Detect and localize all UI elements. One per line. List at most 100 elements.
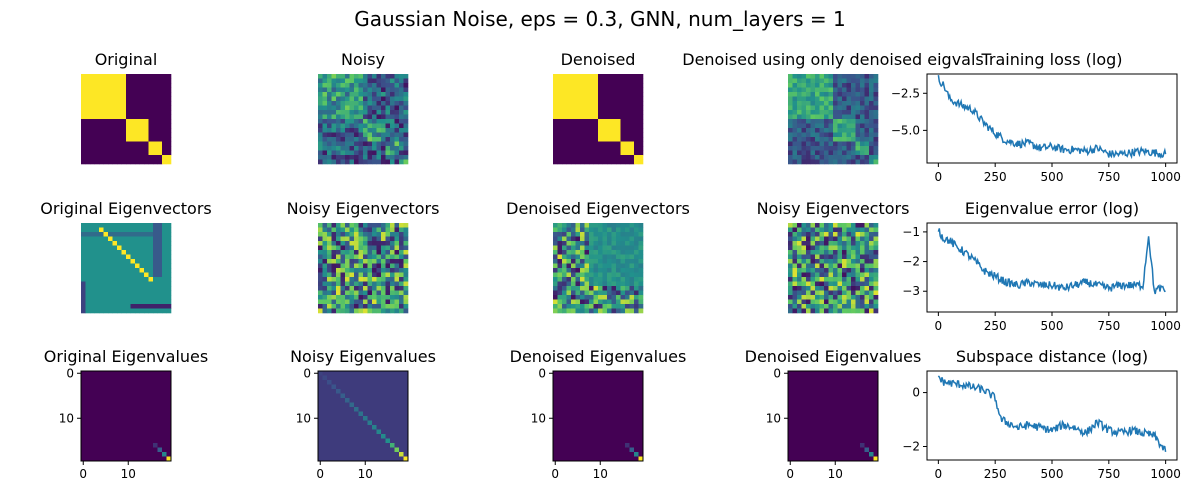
heatmap-cell [602,268,608,273]
heatmap-cell [130,393,136,399]
heatmap-cell [318,119,323,124]
heatmap-cell [593,380,599,385]
heatmap-cell [625,263,630,269]
heatmap-cell [602,304,608,309]
heatmap-cell [842,96,847,102]
heatmap-cell [629,452,635,457]
heatmap-cell [394,308,400,314]
heatmap-cell [634,429,639,435]
heatmap-cell [580,438,585,444]
heatmap-cell [625,277,630,282]
x-tick-label: 0 [786,467,794,481]
heatmap-cell [625,96,630,102]
heatmap-cell [354,407,359,412]
heatmap-cell [139,272,145,278]
heatmap-cell [557,308,563,314]
heatmap-cell [801,137,807,142]
heatmap-cell [85,123,91,129]
heatmap-cell [828,223,834,228]
heatmap-cell [394,155,400,160]
heatmap-cell [381,456,386,462]
heatmap-cell [842,407,847,412]
heatmap-cell [873,250,879,255]
heatmap-cell [638,389,644,394]
heatmap-cell [842,402,847,408]
heatmap-cell [851,119,856,124]
heatmap-cell [157,227,163,233]
heatmap-cell [135,241,140,246]
heatmap-cell [157,241,163,246]
heatmap-cell [562,155,567,160]
heatmap-cell [873,155,879,160]
heatmap-cell [855,299,861,305]
heatmap-cell [788,456,793,462]
heatmap-cell [376,155,382,160]
heatmap-cell [589,227,594,233]
heatmap-cell [385,132,391,138]
heatmap-cell [108,380,113,385]
heatmap-cell [562,438,567,444]
heatmap-cell [162,308,167,314]
heatmap-cell [148,402,154,408]
heatmap-cell [553,150,558,156]
heatmap-cell [372,434,377,439]
heatmap-cell [589,286,594,291]
heatmap-cell [336,146,341,151]
heatmap-cell [788,447,793,453]
heatmap-cell [824,429,829,435]
heatmap-cell [846,375,852,381]
heatmap-cell [112,250,118,255]
heatmap-cell [130,272,136,278]
heatmap-cell [162,241,167,246]
heatmap-cell [117,304,122,309]
heatmap-cell [394,146,400,151]
heatmap-cell [349,227,355,233]
heatmap-cell [126,92,131,97]
heatmap-cell [562,375,567,381]
heatmap-cell [390,83,395,88]
heatmap-cell [584,456,590,462]
heatmap-cell [385,236,391,242]
heatmap-cell [162,281,167,287]
heatmap-cell [575,308,581,314]
heatmap-cell [358,110,364,115]
heatmap-cell [616,128,621,133]
heatmap-cell [557,272,563,278]
heatmap-cell [575,92,581,97]
heatmap-cell [322,83,328,88]
heatmap-cell [318,380,323,385]
heatmap-cell [340,101,346,106]
heatmap-cell [345,389,350,394]
heatmap-cell [94,155,100,160]
heatmap-cell [363,452,368,457]
heatmap-cell [815,263,820,269]
heatmap-cell [634,380,639,385]
heatmap-cell [625,227,630,233]
heatmap-cell [121,456,127,462]
heatmap-cell [103,268,109,273]
heatmap-cell [575,375,581,381]
heatmap-cell [584,132,590,138]
heatmap-cell [135,290,140,296]
heatmap-cell [566,411,572,417]
heatmap-cell [345,286,350,291]
heatmap-cell [562,308,567,314]
heatmap-cell [638,101,644,106]
heatmap-cell [99,268,104,273]
heatmap-cell [575,272,581,278]
heatmap-cell [354,304,359,309]
heatmap-cell [851,375,856,381]
heatmap-cell [153,402,158,408]
heatmap-cell [99,380,104,385]
heatmap-cell [126,146,131,151]
heatmap-cell [85,290,91,296]
heatmap-cell [135,150,140,156]
heatmap-cell [797,263,802,269]
heatmap-cell [340,223,346,228]
heatmap-cell [103,425,109,430]
heatmap-cell [358,456,364,462]
heatmap-cell [842,268,847,273]
heatmap-cell [833,407,838,412]
heatmap-cell [135,232,140,237]
heatmap-cell [571,452,576,457]
